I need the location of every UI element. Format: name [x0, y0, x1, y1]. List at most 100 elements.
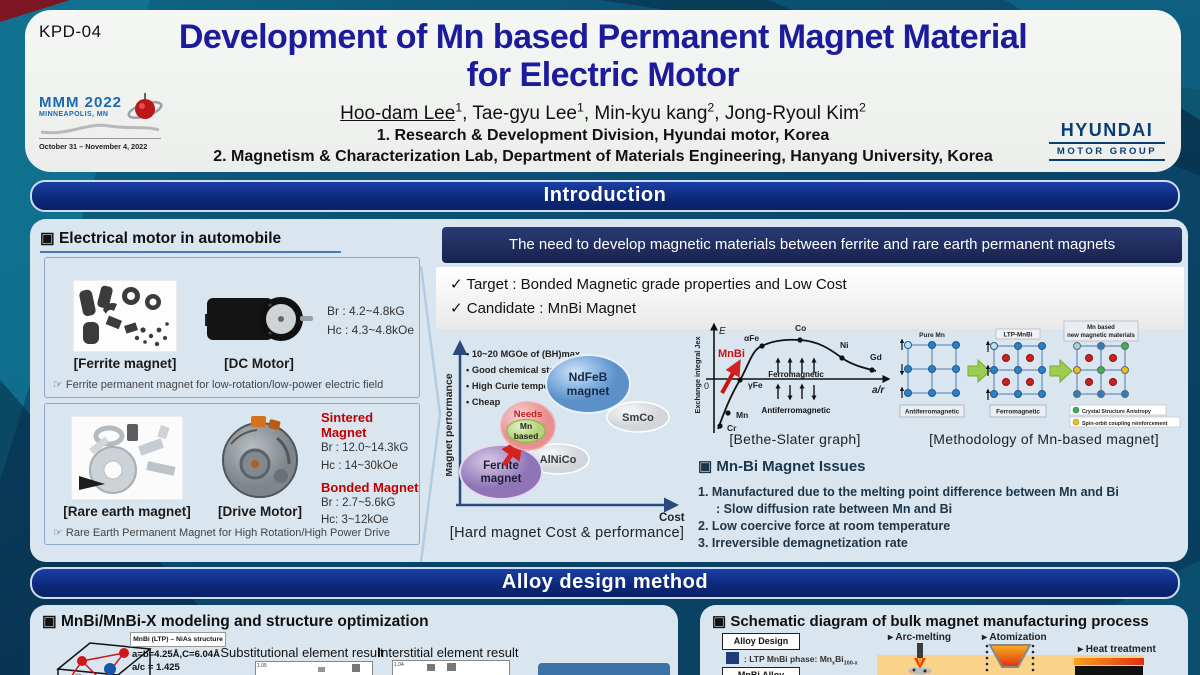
hyundai-logo-line1: HYUNDAI [1060, 120, 1154, 140]
bonded-spec-br: Br : 2.7~5.6kG [321, 496, 396, 509]
authors-line: Hoo-dam Lee1, Tae-gyu Lee1, Min-kyu kang… [145, 101, 1061, 125]
drive-motor-caption: [Drive Motor] [218, 504, 302, 519]
cost-performance-caption: [Hard magnet Cost & performance] [449, 525, 685, 541]
bubble-ndfeb: NdFeB magnet [545, 354, 631, 414]
step-heat-treatment: ▸ Heat treatment [1078, 644, 1156, 655]
e-label: E [719, 326, 726, 337]
drive-motor-image [222, 416, 298, 498]
y-axis-label: Exchange integral Jex [694, 336, 702, 413]
modeling-heading: ▣ MnBi/MnBi-X modeling and structure opt… [42, 613, 429, 630]
element-points [717, 337, 875, 429]
lattice2-bi-atoms [1002, 354, 1034, 386]
svg-text:Co: Co [795, 323, 806, 333]
element-labels: Cr Mn γFe αFe Co Ni Gd [727, 323, 882, 433]
hyundai-logo-rule1 [1049, 142, 1165, 144]
affiliation-1: 1. Research & Development Division, Hyun… [376, 127, 830, 144]
svg-text:AlNiCo: AlNiCo [540, 454, 577, 466]
interstitial-tick: 1.04 [394, 662, 404, 668]
bullet-2: • Good chemical stability [466, 365, 577, 375]
ferrite-specs: Br : 4.2~4.8kG Hc : 4.3~4.8kOe [327, 302, 414, 339]
mnbi-arrow [720, 359, 741, 394]
header-card: KPD-04 MMM 2022 MINNEAPOLIS, MN October … [25, 10, 1181, 172]
swoosh-icon [40, 123, 160, 135]
phase-note: : LTP MnBi phase: MnxBi100-x [744, 654, 858, 667]
rare-earth-magnet-image [71, 416, 183, 500]
dc-motor-image [205, 297, 313, 341]
need-banner: The need to develop magnetic materials b… [442, 227, 1182, 263]
bullet-3: • High Curie temperature [466, 381, 575, 391]
bethe-slater-caption: [Bethe-Slater graph] [729, 431, 861, 447]
lattice-params-1: a=b=4.25Å,C=6.04Å [132, 649, 220, 660]
heat-chamber-box [1075, 666, 1143, 675]
data-cluster [318, 667, 325, 672]
svg-text:Mn: Mn [520, 421, 532, 431]
ferrite-motor-box: [Ferrite magnet] [DC Motor] Br : 4.2~4.8… [44, 257, 420, 398]
author: Hoo-dam Lee1 [340, 101, 463, 125]
bullet-4: • Cheap [466, 397, 501, 407]
svg-text:γFe: γFe [748, 380, 763, 390]
flow-connector [726, 652, 739, 664]
planet-icon [127, 93, 163, 120]
ferrite-caption: [Ferrite magnet] [73, 356, 177, 371]
data-cluster [427, 664, 435, 671]
author: , Min-kyu kang2 [583, 101, 715, 125]
target-box: ✓ Target : Bonded Magnetic grade propert… [436, 267, 1184, 329]
lattice2-label: Ferromagnetic [996, 409, 1040, 416]
title-line1: Development of Mn based Permanent Magnet… [178, 18, 1028, 56]
mmm-logo-location: MINNEAPOLIS, MN [39, 111, 109, 118]
substitutional-chart: 1.05 [255, 661, 373, 675]
intro-left-heading: ▣ Electrical motor in automobile [40, 229, 342, 253]
hyundai-logo: HYUNDAI MOTOR GROUP [1049, 120, 1165, 161]
svg-text:Needs: Needs [514, 409, 543, 420]
mnbi-alloy-box: MnBi Alloy [722, 667, 800, 675]
section-header-alloy-design: Alloy design method [30, 567, 1180, 599]
dc-motor-caption: [DC Motor] [224, 356, 294, 371]
antiferromagnetic-arrows [775, 383, 817, 401]
page-title: Development of Mn based Permanent Magnet… [95, 18, 1111, 94]
issue-line-2: : Slow diffusion rate between Mn and Bi [716, 502, 953, 516]
rare-earth-specs: Sintered Magnet Br : 12.0~14.3kG Hc : 14… [321, 410, 419, 530]
bethe-curve [717, 338, 877, 430]
modeling-panel: ▣ MnBi/MnBi-X modeling and structure opt… [30, 605, 678, 675]
ferromagnetic-arrows [775, 357, 817, 373]
sintered-spec-hc: Hc : 14~30kOe [321, 459, 399, 472]
issue-line-1: 1. Manufactured due to the melting point… [698, 485, 1119, 499]
y-axis-label: Magnet performance [446, 373, 455, 476]
methodology-legend: Crystal Structure Anistropy Spin-orbit c… [1069, 404, 1181, 428]
lattice3-bi-atoms [1085, 354, 1117, 386]
svg-text:Ferrite: Ferrite [483, 460, 519, 472]
author: , Tae-gyu Lee1 [462, 101, 584, 125]
substitutional-tick: 1.05 [257, 663, 267, 669]
mnbi-label: MnBi [718, 348, 745, 360]
mmm-logo-dates: October 31 – November 4, 2022 [39, 138, 161, 151]
bullet-list: • 10~20 MGOe of (BH)max • Good chemical … [466, 349, 581, 407]
svg-text:αFe: αFe [744, 333, 759, 343]
methodology-diagram: Pure Mn Antiferromagnetic LTP-MnBi [899, 320, 1181, 428]
lattice1-title: Pure Mn [919, 332, 945, 339]
bonded-spec-hc: Hc: 3~12kOe [321, 514, 389, 527]
hyundai-logo-rule2 [1049, 159, 1165, 161]
bonded-title: Bonded Magnet [321, 479, 419, 495]
issues-heading: ▣ Mn-Bi Magnet Issues [698, 458, 866, 475]
bethe-slater-chart: Exchange integral Jex E 0 a/r Cr Mn γFe … [694, 322, 891, 433]
manufacturing-panel: ▣ Schematic diagram of bulk magnet manuf… [700, 605, 1188, 675]
bullet-1: • 10~20 MGOe of (BH)max [466, 349, 581, 359]
structure-label: MnBi (LTP) – NiAs structure [130, 632, 226, 647]
candidate-line: ✓ Candidate : MnBi Magnet [450, 300, 636, 317]
issue-line-3: 2. Low coercive force at room temperatur… [698, 519, 951, 533]
legend-crystal: Crystal Structure Anistropy [1082, 409, 1151, 415]
alloy-design-box: Alloy Design [722, 633, 800, 650]
bubble-smco: SmCo [606, 401, 670, 433]
mmm-logo-name: MMM 2022 [39, 94, 123, 111]
brace-connector [419, 265, 442, 563]
lattice2-title: LTP-MnBi [1004, 332, 1033, 339]
svg-text:Ni: Ni [840, 340, 849, 350]
data-cluster [352, 664, 360, 672]
cost-performance-chart: Magnet performance Cost • 10~20 MGOe of … [446, 340, 685, 524]
mmm-logo: MMM 2022 MINNEAPOLIS, MN October 31 – No… [39, 93, 163, 151]
step-atomization: ▸ Atomization [982, 632, 1047, 643]
svg-text:SmCo: SmCo [622, 412, 654, 424]
methodology-caption: [Methodology of Mn-based magnet] [929, 431, 1159, 447]
antiferromagnetic-label: Antiferromagnetic [762, 406, 831, 415]
lattice-params-2: a/c = 1.425 [132, 662, 180, 673]
